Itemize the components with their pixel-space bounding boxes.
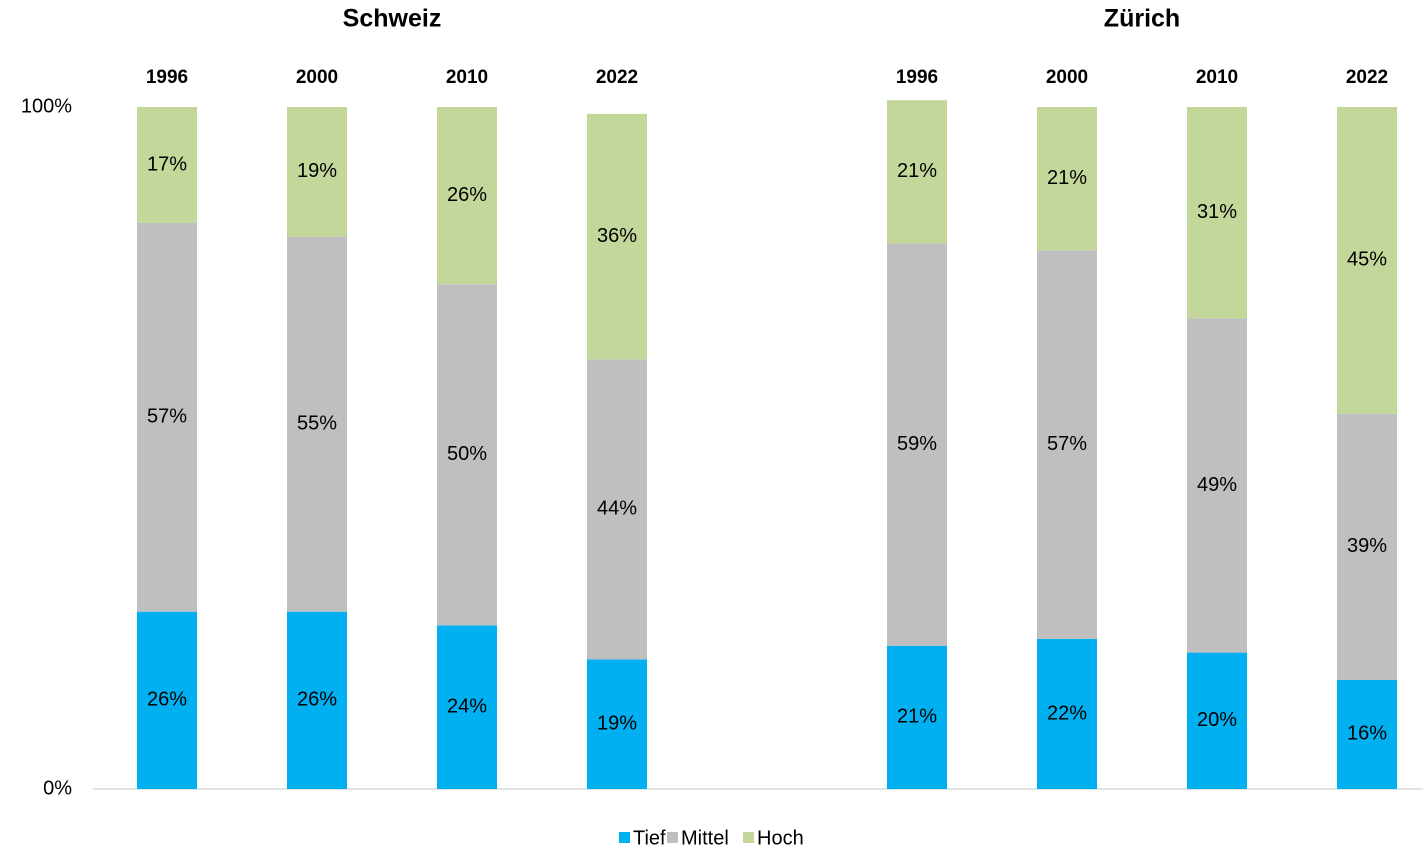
bar-segment [287,107,347,237]
legend-label: Hoch [757,827,804,849]
x-tick-label: 2010 [446,67,488,88]
bar-segment [887,243,947,646]
legend-swatch [619,832,630,843]
x-tick-label: 2000 [1046,67,1088,88]
bar-segment [137,611,197,789]
data-label: 21% [1047,167,1087,189]
data-label: 19% [297,160,337,182]
data-label: 26% [447,184,487,206]
data-label: 26% [147,689,187,711]
legend-swatch [667,832,678,843]
bar-segment [1037,250,1097,639]
bar-segment [1337,413,1397,680]
bar-segment [1037,638,1097,789]
bar-segment [287,236,347,612]
bar-segment [1187,652,1247,789]
data-label: 16% [1347,723,1387,745]
bar-segment [437,107,497,285]
y-tick-label: 100% [21,95,72,117]
bar-segment [587,359,647,660]
data-label: 39% [1347,535,1387,557]
data-label: 57% [1047,433,1087,455]
group-title: Zürich [1104,5,1180,33]
bar-segment [1337,107,1397,414]
bar-segment [437,625,497,789]
data-label: 49% [1197,474,1237,496]
data-label: 17% [147,153,187,175]
data-label: 45% [1347,249,1387,271]
x-tick-label: 2022 [596,67,638,88]
x-tick-label: 2022 [1346,67,1388,88]
bar-segment [1187,107,1247,319]
legend-label: Mittel [681,827,729,849]
data-label: 31% [1197,201,1237,223]
bar-segment [887,100,947,244]
data-label: 59% [897,433,937,455]
legend-swatch [743,832,754,843]
data-label: 22% [1047,702,1087,724]
bar-segment [137,107,197,223]
data-label: 57% [147,406,187,428]
bar-segment [587,659,647,789]
data-label: 20% [1197,709,1237,731]
data-label: 50% [447,443,487,465]
bar-segment [137,222,197,612]
x-tick-label: 1996 [896,67,938,88]
bar-segment [887,645,947,789]
bar-segment [1187,318,1247,653]
x-tick-label: 1996 [146,67,188,88]
data-label: 36% [597,225,637,247]
x-tick-label: 2010 [1196,67,1238,88]
data-label: 55% [297,412,337,434]
bar-segment [287,611,347,789]
data-label: 24% [447,695,487,717]
legend-label: Tief [633,827,666,849]
data-label: 21% [897,160,937,182]
data-label: 26% [297,689,337,711]
data-label: 44% [597,498,637,520]
bar-segment [437,284,497,626]
bar-segment [587,113,647,360]
data-label: 19% [597,712,637,734]
x-tick-label: 2000 [296,67,338,88]
bar-segment [1337,679,1397,789]
bar-segment [1037,107,1097,251]
data-label: 21% [897,706,937,728]
y-tick-label: 0% [43,777,72,799]
group-title: Schweiz [343,5,442,33]
